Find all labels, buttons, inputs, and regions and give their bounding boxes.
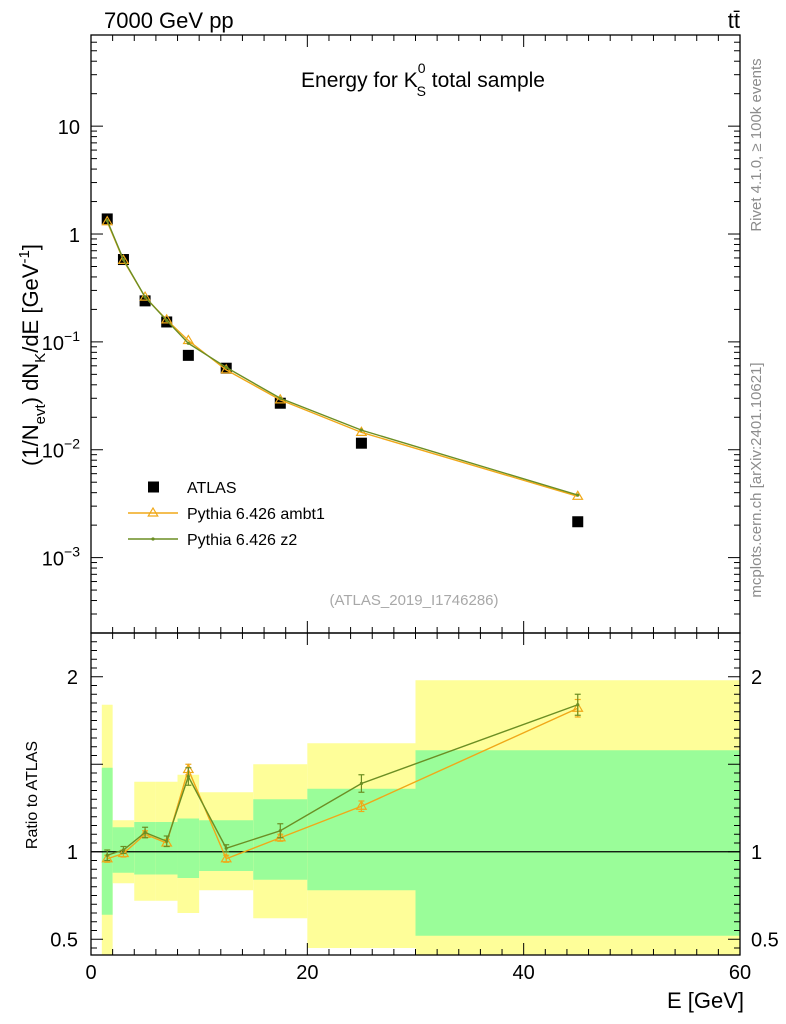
atlas-point-8 [572, 516, 584, 528]
y-axis-label: (1/Nevt) dNK/dE [GeV-1] [16, 244, 49, 466]
ratio-z2-point-0 [105, 853, 109, 857]
x-tick-label-0: 0 [85, 962, 96, 984]
ylabel-p2: ) dN [18, 363, 43, 405]
collision-info: 7000 GeV pp [104, 8, 234, 33]
y-tick-mantissa-1: 1 [69, 225, 80, 247]
z2-point-7 [359, 428, 364, 432]
x-tick-label-3: 60 [729, 962, 751, 984]
ratio-tick-label-left-1: 1 [67, 842, 78, 864]
ratio-tick-label-left-2: 0.5 [50, 929, 78, 951]
analysis-id: (ATLAS_2019_I1746286) [329, 592, 498, 609]
atlas-point-4 [182, 349, 194, 361]
z2-point-6 [278, 396, 282, 400]
ratio-ambt1-point-7 [355, 800, 368, 810]
y-tick-exponent-2: −1 [64, 328, 80, 344]
x-tick-label-2: 40 [513, 962, 535, 984]
x-tick-label-1: 20 [296, 962, 318, 984]
ambt1-point-8 [571, 490, 584, 500]
y-tick-exponent-3: −2 [64, 436, 80, 452]
ambt1-point-1 [117, 254, 130, 264]
ylabel-p6: ] [18, 244, 43, 250]
legend-marker-atlas [148, 481, 159, 493]
ratio-y-axis-label: Ratio to ATLAS [24, 741, 41, 849]
title-post: total sample [426, 69, 545, 92]
y-tick-mantissa-3: 10 [42, 441, 64, 463]
legend: ATLAS Pythia 6.426 ambt1 Pythia 6.426 z2 [128, 480, 325, 549]
main-panel-marks [101, 213, 584, 528]
ratio-tick-label-right-0: 2 [751, 667, 762, 689]
y-tick-mantissa-2: 10 [42, 333, 64, 355]
y-tick-label-4: 10−3 [42, 544, 80, 571]
ratio-ambt1-point-1 [117, 847, 130, 858]
ratio-tick-label-right-2: 0.5 [751, 929, 779, 951]
band-inner-bin-4 [177, 818, 200, 878]
y-tick-label-1: 1 [69, 225, 80, 247]
ratio-panel-marks [91, 693, 740, 863]
band-inner-bin-0 [101, 767, 113, 915]
ratio-uncertainty-bands [101, 680, 740, 955]
mc-line-1 [106, 221, 578, 497]
x-axis-label: E [GeV] [667, 988, 744, 1013]
ratio-z2-point-2 [143, 830, 147, 835]
z2-point-0 [105, 219, 109, 223]
ratio-z2-point-1 [121, 848, 126, 852]
y-tick-label-0: 10 [58, 117, 80, 139]
z2-point-4 [186, 341, 190, 345]
y-tick-exponent-4: −3 [64, 544, 80, 560]
legend-label-0: ATLAS [187, 480, 237, 497]
plot-title: Energy for K0 S total sample [301, 60, 545, 99]
legend-label-1: Pythia 6.426 ambt1 [187, 506, 325, 523]
ylabel-p1: evt [32, 404, 49, 425]
z2-point-2 [143, 295, 147, 299]
rivet-version: Rivet 4.1.0, ≥ 100k events [748, 58, 765, 231]
atlas-point-2 [139, 295, 151, 307]
atlas-point-0 [101, 213, 113, 225]
mc-line-2 [106, 220, 578, 496]
band-inner-bin-8 [415, 750, 740, 936]
title-sup: 0 [418, 60, 426, 76]
ratio-tick-label-right-1: 1 [751, 842, 762, 864]
ylabel-p3: K [32, 353, 49, 363]
title-pre: Energy for K [301, 69, 418, 92]
z2-point-8 [576, 493, 580, 497]
ratio-z2-point-7 [359, 781, 364, 786]
y-tick-mantissa-4: 10 [42, 549, 64, 571]
legend-label-2: Pythia 6.426 z2 [187, 532, 297, 549]
ylabel-p4: /dE [GeV [18, 263, 43, 353]
ratio-tick-label-left-0: 2 [67, 667, 78, 689]
process-label: tt̄ [728, 8, 740, 33]
band-inner-bin-3 [155, 822, 178, 875]
mcplots-reference: mcplots.cern.ch [arXiv:2401.10621] [748, 362, 765, 597]
ratio-z2-point-3 [165, 839, 169, 843]
z2-point-1 [121, 257, 126, 262]
ratio-z2-point-5 [224, 846, 228, 850]
y-tick-label-3: 10−2 [42, 436, 80, 463]
y-tick-mantissa-0: 10 [58, 117, 80, 139]
ratio-ambt1-point-5 [220, 852, 233, 863]
legend-marker-z2 [151, 537, 155, 541]
ratio-ambt1-point-0 [101, 852, 114, 863]
ylabel-p0: (1/N [18, 424, 43, 466]
ambt1-point-2 [139, 290, 151, 301]
atlas-point-7 [355, 437, 367, 449]
ylabel-p5: -1 [16, 250, 33, 263]
ratio-ambt1-point-6 [274, 831, 287, 842]
y-tick-label-2: 10−1 [42, 328, 80, 355]
z2-point-5 [224, 365, 228, 369]
ratio-z2-point-8 [576, 703, 580, 707]
title-sub: S [417, 83, 426, 99]
legend-marker-ambt1 [147, 506, 159, 517]
ambt1-point-0 [101, 215, 114, 226]
z2-point-3 [165, 318, 169, 323]
ratio-z2-point-6 [278, 829, 282, 833]
ratio-z2-point-4 [186, 774, 190, 779]
